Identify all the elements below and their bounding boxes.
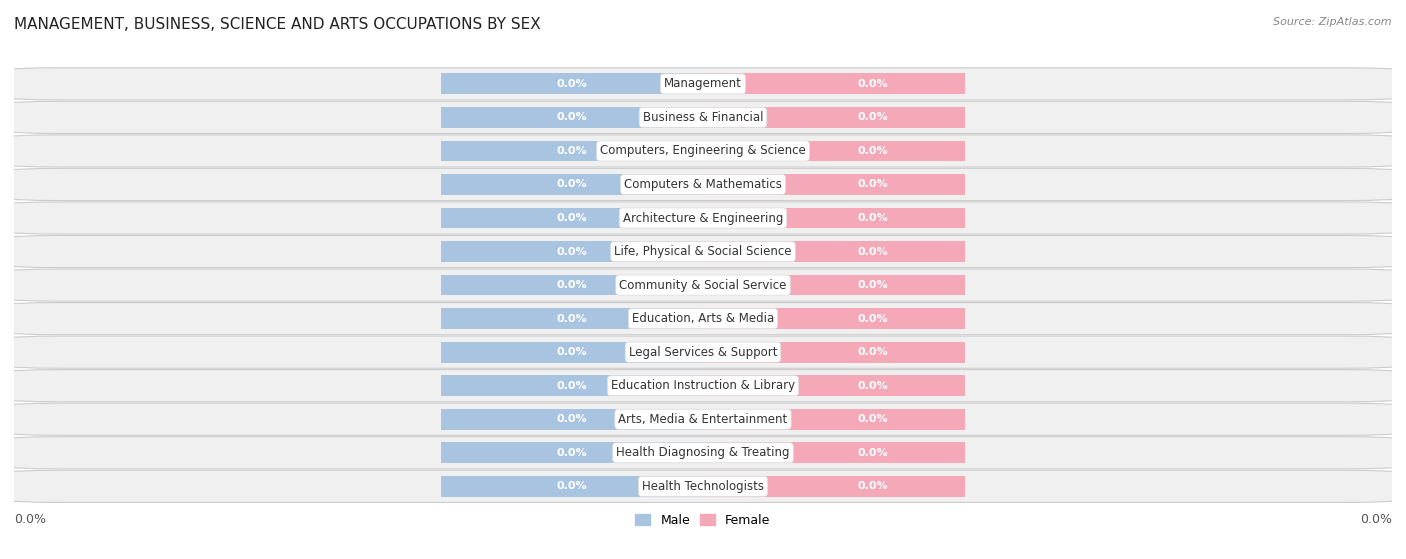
- FancyBboxPatch shape: [7, 437, 1399, 469]
- Text: Business & Financial: Business & Financial: [643, 111, 763, 124]
- FancyBboxPatch shape: [7, 101, 1399, 134]
- Text: 0.0%: 0.0%: [557, 314, 588, 324]
- Bar: [703, 274, 965, 296]
- Text: 0.0%: 0.0%: [557, 381, 588, 391]
- FancyBboxPatch shape: [7, 403, 1399, 435]
- Bar: [441, 375, 703, 396]
- Bar: [703, 342, 965, 363]
- Text: 0.0%: 0.0%: [557, 280, 588, 290]
- FancyBboxPatch shape: [7, 235, 1399, 268]
- Bar: [703, 375, 965, 396]
- FancyBboxPatch shape: [7, 336, 1399, 368]
- Text: 0.0%: 0.0%: [858, 179, 889, 190]
- Text: 0.0%: 0.0%: [858, 314, 889, 324]
- FancyBboxPatch shape: [7, 369, 1399, 402]
- Text: 0.0%: 0.0%: [1360, 513, 1392, 526]
- Bar: [703, 442, 965, 463]
- Text: Education, Arts & Media: Education, Arts & Media: [631, 312, 775, 325]
- Text: Management: Management: [664, 77, 742, 91]
- Bar: [703, 174, 965, 195]
- Text: Computers, Engineering & Science: Computers, Engineering & Science: [600, 144, 806, 158]
- Text: 0.0%: 0.0%: [557, 414, 588, 424]
- Text: 0.0%: 0.0%: [858, 414, 889, 424]
- Text: Source: ZipAtlas.com: Source: ZipAtlas.com: [1274, 17, 1392, 27]
- FancyBboxPatch shape: [7, 68, 1399, 100]
- Text: 0.0%: 0.0%: [557, 247, 588, 257]
- Text: Architecture & Engineering: Architecture & Engineering: [623, 211, 783, 225]
- Text: 0.0%: 0.0%: [557, 448, 588, 458]
- Text: 0.0%: 0.0%: [557, 79, 588, 89]
- Text: 0.0%: 0.0%: [858, 481, 889, 491]
- Bar: [441, 140, 703, 162]
- Text: 0.0%: 0.0%: [858, 448, 889, 458]
- Text: 0.0%: 0.0%: [858, 347, 889, 357]
- Bar: [441, 274, 703, 296]
- Bar: [441, 73, 703, 94]
- Bar: [703, 409, 965, 430]
- Text: 0.0%: 0.0%: [557, 213, 588, 223]
- Text: 0.0%: 0.0%: [557, 146, 588, 156]
- FancyBboxPatch shape: [7, 269, 1399, 301]
- Text: 0.0%: 0.0%: [858, 79, 889, 89]
- Text: Legal Services & Support: Legal Services & Support: [628, 345, 778, 359]
- Bar: [441, 107, 703, 128]
- Bar: [441, 308, 703, 329]
- FancyBboxPatch shape: [7, 135, 1399, 167]
- Bar: [441, 241, 703, 262]
- Text: 0.0%: 0.0%: [557, 112, 588, 122]
- Text: Life, Physical & Social Science: Life, Physical & Social Science: [614, 245, 792, 258]
- Legend: Male, Female: Male, Female: [630, 509, 776, 532]
- FancyBboxPatch shape: [7, 168, 1399, 201]
- Text: 0.0%: 0.0%: [858, 213, 889, 223]
- Bar: [441, 174, 703, 195]
- Bar: [703, 107, 965, 128]
- Text: Education Instruction & Library: Education Instruction & Library: [612, 379, 794, 392]
- Bar: [703, 241, 965, 262]
- Text: MANAGEMENT, BUSINESS, SCIENCE AND ARTS OCCUPATIONS BY SEX: MANAGEMENT, BUSINESS, SCIENCE AND ARTS O…: [14, 17, 541, 32]
- Text: 0.0%: 0.0%: [557, 481, 588, 491]
- Bar: [703, 207, 965, 229]
- Text: Health Technologists: Health Technologists: [643, 480, 763, 493]
- Text: Arts, Media & Entertainment: Arts, Media & Entertainment: [619, 413, 787, 426]
- Bar: [441, 442, 703, 463]
- Text: 0.0%: 0.0%: [858, 381, 889, 391]
- Text: 0.0%: 0.0%: [14, 513, 46, 526]
- Bar: [441, 409, 703, 430]
- Text: 0.0%: 0.0%: [557, 347, 588, 357]
- Text: Community & Social Service: Community & Social Service: [619, 278, 787, 292]
- FancyBboxPatch shape: [7, 470, 1399, 503]
- FancyBboxPatch shape: [7, 202, 1399, 234]
- Bar: [441, 476, 703, 497]
- FancyBboxPatch shape: [7, 302, 1399, 335]
- Bar: [703, 140, 965, 162]
- Bar: [703, 308, 965, 329]
- Text: 0.0%: 0.0%: [858, 280, 889, 290]
- Text: 0.0%: 0.0%: [557, 179, 588, 190]
- Bar: [441, 342, 703, 363]
- Bar: [441, 207, 703, 229]
- Text: 0.0%: 0.0%: [858, 146, 889, 156]
- Text: Computers & Mathematics: Computers & Mathematics: [624, 178, 782, 191]
- Text: 0.0%: 0.0%: [858, 247, 889, 257]
- Bar: [703, 73, 965, 94]
- Text: Health Diagnosing & Treating: Health Diagnosing & Treating: [616, 446, 790, 459]
- Bar: [703, 476, 965, 497]
- Text: 0.0%: 0.0%: [858, 112, 889, 122]
